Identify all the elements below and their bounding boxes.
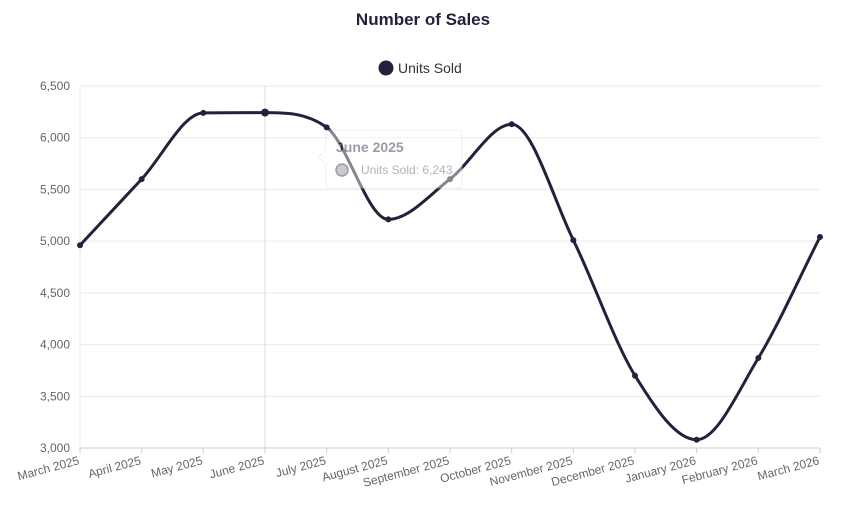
y-axis-ticks: 3,000 3,500 4,000 4,500 5,000 5,500 6,000 6,500 xyxy=(40,79,70,455)
y-tick-label: 6,500 xyxy=(40,79,70,93)
y-tick-label: 5,000 xyxy=(40,234,70,248)
chart-title: Number of Sales xyxy=(356,10,490,29)
y-tick-label: 3,500 xyxy=(40,389,70,403)
tooltip-marker xyxy=(335,163,349,177)
data-point xyxy=(323,124,330,131)
data-point xyxy=(385,216,392,223)
data-point xyxy=(632,372,638,379)
data-point xyxy=(508,121,515,128)
legend-marker-units-sold xyxy=(378,60,394,76)
data-points xyxy=(77,108,823,443)
data-point xyxy=(261,108,269,117)
data-point xyxy=(570,237,577,244)
x-tick-label: May 2025 xyxy=(150,453,205,480)
y-tick-label: 4,500 xyxy=(40,286,70,300)
y-tick-label: 4,000 xyxy=(40,338,70,352)
tooltip-box xyxy=(317,129,463,189)
y-tick-label: 3,000 xyxy=(40,441,70,455)
data-point xyxy=(755,355,762,362)
data-point xyxy=(817,234,823,241)
tooltip-title: June 2025 xyxy=(336,139,404,155)
x-tick-label: March 2025 xyxy=(16,453,81,483)
data-point xyxy=(693,436,700,443)
x-tick-label: June 2025 xyxy=(208,453,266,481)
tooltip-label: Units Sold: 6,243 xyxy=(361,163,453,177)
data-point xyxy=(200,109,207,116)
x-tick-label: April 2025 xyxy=(87,453,143,481)
data-point xyxy=(447,176,453,183)
legend-label-units-sold: Units Sold xyxy=(398,60,462,76)
data-point xyxy=(77,242,83,249)
x-axis-ticks: March 2025 April 2025 May 2025 June 2025 Jul… xyxy=(16,448,821,490)
y-tick-label: 6,000 xyxy=(40,131,70,145)
data-point xyxy=(138,176,145,183)
y-tick-label: 5,500 xyxy=(40,182,70,196)
tooltip: June 2025 Units Sold: 6,243 xyxy=(317,129,463,189)
legend[interactable]: Units Sold xyxy=(378,60,462,76)
x-tick-label: March 2026 xyxy=(756,453,821,483)
x-tick-label: July 2025 xyxy=(274,453,328,480)
